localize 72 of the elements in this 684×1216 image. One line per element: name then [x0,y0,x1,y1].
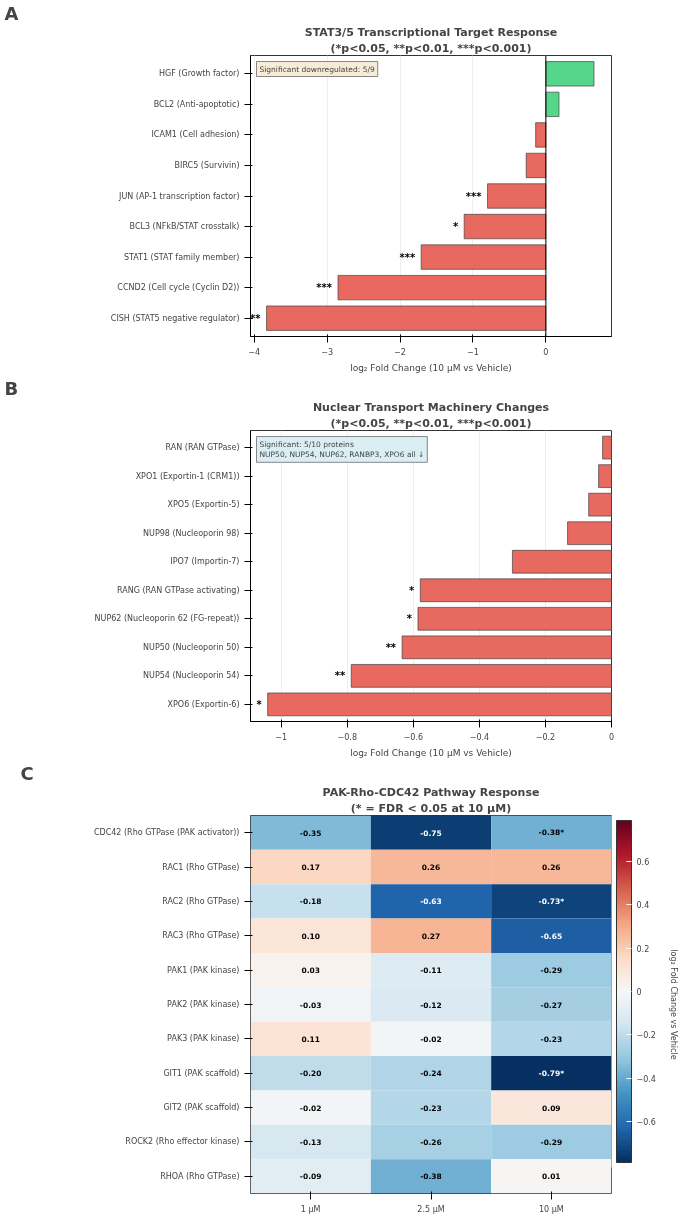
chart-title: Nuclear Transport Machinery Changes [312,400,550,414]
y-tick-label: BCL2 (Anti-apoptotic) [153,99,240,109]
color-bar-label: 0 [636,988,642,997]
y-tick-label: RAC3 (Rho GTPase) [162,931,240,941]
y-tick-label: ROCK2 (Rho effector kinase) [125,1137,240,1147]
x-tick-label: −3 [321,347,333,357]
y-tick-label: CDC42 (Rho GTPase (PAK activator)) [93,828,240,838]
y-tick-label: NUP50 (Nucleoporin 50) [143,642,240,652]
color-bar-label: −0.2 [636,1031,656,1041]
x-tick-label: 0 [543,347,549,357]
chart-title: STAT3/5 Transcriptional Target Response [304,25,558,39]
y-tick-label: GIT2 (PAK scaffold) [163,1103,240,1113]
y-tick-label: RAC2 (Rho GTPase) [162,896,240,906]
data-label: ** [385,641,397,653]
y-tick-label: BCL3 (NFkB/STAT crosstalk) [129,222,240,232]
y-tick-label: PAK2 (PAK kinase) [167,1000,240,1009]
x-tick-label: −0.2 [535,732,556,742]
x-axis-title: log₂ Fold Change (10 µM vs Vehicle) [350,362,512,373]
text: B [4,377,19,399]
x-tick-label: −0.4 [469,732,490,742]
y-tick-label: NUP98 (Nucleoporin 98) [143,528,240,538]
color-bar-title: log₂ Fold Change vs Vehicle [668,949,678,1060]
y-tick-label: XPO1 (Exportin-1 (CRM1)) [135,471,240,481]
chart-subtitle: (*p<0.05, **p<0.01, ***p<0.001) [330,416,532,430]
y-tick-label: HGF (Growth factor) [158,69,240,79]
y-tick-label: IPO7 (Importin-7) [170,557,240,567]
y-tick-label: PAK1 (PAK kinase) [167,965,240,975]
y-tick-label: BIRC5 (Survivin) [174,160,240,170]
y-tick-label: GIT1 (PAK scaffold) [163,1068,240,1078]
data-label: * [409,584,416,596]
text: A [4,2,19,24]
y-tick-label: XPO6 (Exportin-6) [167,699,240,709]
y-tick-label: NUP62 (Nucleoporin 62 (FG-repeat)) [94,614,240,624]
x-tick-label: 1 µM [300,1204,321,1214]
x-tick-label: −0.6 [403,732,424,742]
y-tick-label: ICAM1 (Cell adhesion) [151,130,240,140]
text: C [20,762,34,784]
data-label: *** [316,282,333,294]
y-tick-label: JUN (AP-1 transcription factor) [118,191,240,201]
y-tick-label: RAN (RAN GTPase) [165,443,240,453]
y-tick-label: CISH (STAT5 negative regulator) [110,313,240,323]
y-tick-label: NUP54 (Nucleoporin 54) [143,671,240,681]
x-tick-label: 2.5 µM [417,1204,445,1214]
chart-subtitle: (* = FDR < 0.05 at 10 µM) [350,801,512,815]
y-tick-label: CCND2 (Cell cycle (Cyclin D2)) [117,283,240,293]
x-tick-label: 0 [608,732,615,742]
data-label: ** [334,670,347,682]
color-bar-label: 0.6 [636,858,650,868]
x-tick-label: −1 [467,347,479,357]
data-label: *** [399,251,416,263]
y-tick-label: RHOA (Rho GTPase) [160,1171,240,1181]
data-label: *** [465,190,483,202]
y-tick-label: RANG (RAN GTPase activating) [116,585,240,595]
y-tick-label: PAK3 (PAK kinase) [167,1034,240,1044]
y-tick-label: XPO5 (Exportin-5) [167,500,240,510]
color-bar-label: −0.4 [636,1074,656,1084]
y-tick-label: RAC1 (Rho GTPase) [162,862,240,872]
x-tick-label: −2 [394,347,406,357]
color-bar-label: 0.2 [636,944,650,954]
x-tick-label: −1 [275,732,288,742]
data-label: * [406,613,413,625]
x-axis-title: log₂ Fold Change (10 µM vs Vehicle) [350,747,512,758]
data-label: * [256,698,263,710]
x-tick-label: −0.8 [337,732,357,742]
color-bar-label: 0.4 [636,901,650,911]
chart-title: PAK-Rho-CDC42 Pathway Response [322,785,540,799]
y-tick-label: STAT1 (STAT family member) [123,252,240,262]
x-tick-label: −4 [248,347,261,357]
x-tick-label: 10 µM [538,1204,564,1214]
chart-subtitle: (*p<0.05, **p<0.01, ***p<0.001) [330,41,532,55]
color-bar-label: −0.6 [636,1117,656,1127]
data-label: * [452,221,459,233]
